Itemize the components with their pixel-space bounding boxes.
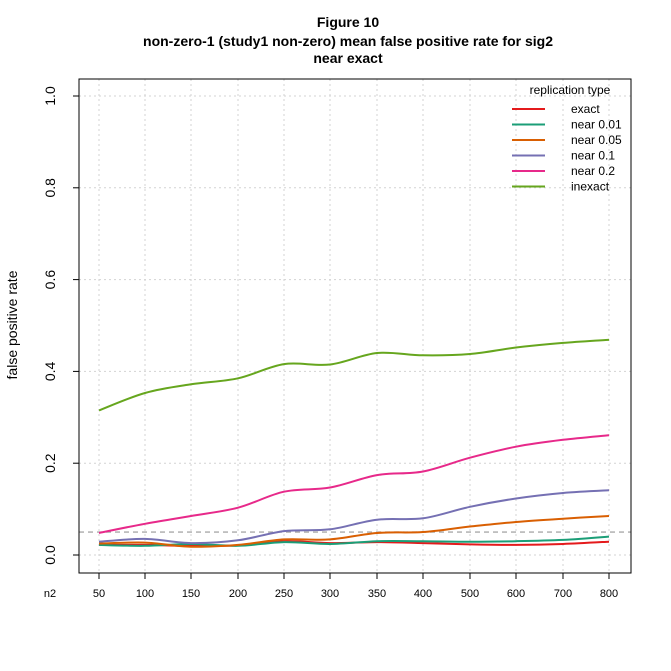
grid bbox=[79, 79, 631, 573]
legend-label: exact bbox=[571, 102, 600, 116]
legend-label: near 0.05 bbox=[571, 133, 622, 147]
chart-title: Figure 10 non-zero-1 (study1 non-zero) m… bbox=[143, 14, 553, 66]
x-tick-label: 100 bbox=[136, 588, 154, 600]
y-tick-label: 0.4 bbox=[42, 361, 58, 381]
plot-frame bbox=[78, 78, 632, 574]
x-tick-label: 700 bbox=[554, 588, 572, 600]
y-tick-label: 0.0 bbox=[42, 545, 58, 565]
legend-label: near 0.01 bbox=[571, 118, 622, 132]
y-tick-label: 0.6 bbox=[42, 270, 58, 290]
x-tick-label: 500 bbox=[461, 588, 479, 600]
chart-title-line-1: Figure 10 bbox=[317, 14, 379, 30]
x-tick-label: 300 bbox=[321, 588, 339, 600]
legend-title: replication type bbox=[530, 83, 611, 97]
series-line-near-0-05 bbox=[98, 515, 610, 548]
chart-title-line-3: near exact bbox=[313, 50, 383, 66]
y-axis: 0.0 0.2 0.4 0.6 0.8 1.0 bbox=[42, 86, 79, 565]
y-tick-label: 1.0 bbox=[42, 86, 58, 106]
x-tick-label: 400 bbox=[414, 588, 432, 600]
x-axis-label: n2 bbox=[44, 588, 56, 600]
x-tick-label: 50 bbox=[93, 588, 105, 600]
y-axis-label: false positive rate bbox=[4, 270, 20, 379]
x-tick-label: 150 bbox=[182, 588, 200, 600]
series-line-inexact bbox=[98, 338, 610, 412]
y-tick-label: 0.8 bbox=[42, 178, 58, 198]
legend-label: near 0.1 bbox=[571, 149, 615, 163]
x-axis: 50 100 150 200 250 300 350 400 500 600 700 800 bbox=[93, 573, 618, 600]
x-tick-label: 350 bbox=[368, 588, 386, 600]
series-lines bbox=[98, 338, 610, 548]
series-line-near-0-2 bbox=[98, 434, 610, 534]
x-tick-label: 200 bbox=[229, 588, 247, 600]
x-tick-label: 800 bbox=[600, 588, 618, 600]
chart-title-line-2: non-zero-1 (study1 non-zero) mean false … bbox=[143, 33, 553, 49]
legend-label: near 0.2 bbox=[571, 164, 615, 178]
x-tick-label: 600 bbox=[507, 588, 525, 600]
y-tick-label: 0.2 bbox=[42, 453, 58, 473]
series-line-near-0-1 bbox=[98, 489, 610, 545]
series-line-near-0-01 bbox=[98, 535, 610, 547]
x-tick-label: 250 bbox=[275, 588, 293, 600]
legend-label: inexact bbox=[571, 180, 610, 194]
